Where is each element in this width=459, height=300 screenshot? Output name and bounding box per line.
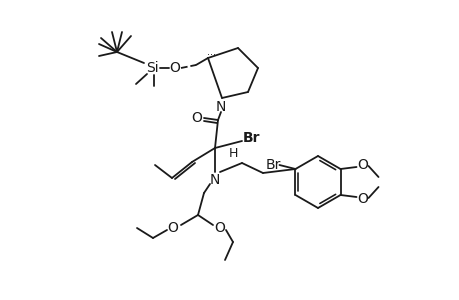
Text: N: N: [215, 100, 226, 114]
Text: O: O: [167, 221, 178, 235]
Text: H: H: [228, 146, 237, 160]
Text: O: O: [191, 111, 202, 125]
Text: Br: Br: [243, 131, 260, 145]
Text: Br: Br: [265, 158, 280, 172]
Text: O: O: [356, 192, 367, 206]
Text: N: N: [209, 173, 220, 187]
Text: ···: ···: [207, 50, 216, 60]
Text: O: O: [356, 158, 367, 172]
Text: O: O: [214, 221, 225, 235]
Text: Si: Si: [146, 61, 158, 75]
Text: O: O: [169, 61, 180, 75]
